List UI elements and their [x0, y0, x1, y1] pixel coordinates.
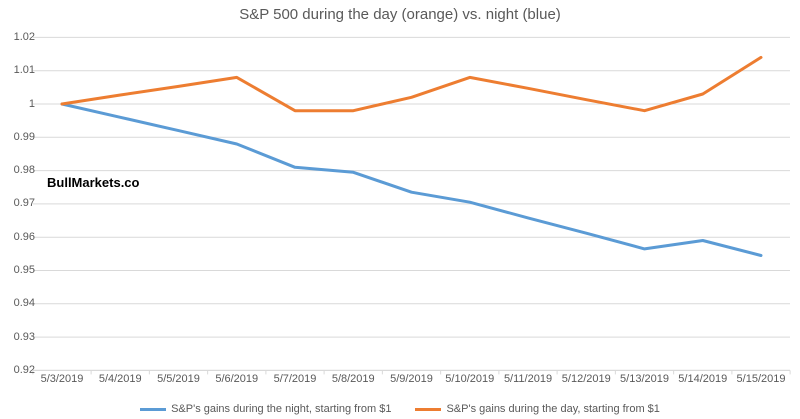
x-axis-tick-label: 5/12/2019: [561, 373, 611, 385]
x-axis-tick-label: 5/7/2019: [273, 373, 317, 385]
x-axis-tick-label: 5/4/2019: [98, 373, 142, 385]
watermark-text: BullMarkets.co: [47, 175, 140, 190]
y-axis-tick-label: 0.92: [13, 363, 35, 376]
chart-legend: S&P's gains during the night, starting f…: [0, 403, 800, 415]
y-axis-tick-label: 1.02: [13, 30, 35, 43]
legend-label-night: S&P's gains during the night, starting f…: [171, 403, 392, 415]
y-axis-tick-label: 1.01: [13, 64, 35, 77]
legend-item-day: S&P's gains during the day, starting fro…: [415, 403, 660, 415]
series-line-night: [60, 102, 763, 257]
y-axis-tick-label: 0.98: [13, 164, 35, 177]
x-axis-tick-label: 5/8/2019: [331, 373, 375, 385]
y-axis-tick-label: 0.94: [13, 297, 35, 310]
x-axis-tick-label: 5/5/2019: [157, 373, 200, 385]
x-axis-tick-label: 5/3/2019: [40, 373, 84, 385]
y-axis-tick-label: 0.96: [13, 230, 35, 243]
x-axis-tick-label: 5/6/2019: [215, 373, 259, 385]
legend-label-day: S&P's gains during the day, starting fro…: [446, 403, 660, 415]
x-axis-tick-label: 5/13/2019: [620, 373, 669, 385]
y-axis-tick-label: 0.95: [13, 264, 35, 276]
x-axis-tick-label: 5/9/2019: [390, 373, 433, 385]
night-line-swatch: [140, 407, 167, 411]
y-axis-tick-label: 0.93: [13, 330, 35, 343]
x-axis-tick-label: 5/11/2019: [503, 373, 553, 385]
x-axis-ticks: [32, 370, 791, 375]
chart-title: S&P 500 during the day (orange) vs. nigh…: [239, 6, 561, 23]
legend-item-night: S&P's gains during the night, starting f…: [140, 403, 391, 415]
x-axis-tick-label: 5/14/2019: [678, 373, 728, 385]
x-axis-tick-label: 5/10/2019: [445, 373, 495, 385]
series-line-day: [60, 55, 763, 113]
day-line-swatch: [415, 407, 442, 411]
x-axis-tick-label: 5/15/2019: [736, 373, 786, 385]
y-axis-tick-label: 0.97: [13, 197, 35, 210]
y-axis-tick-label: 0.99: [13, 130, 35, 143]
gridlines: [33, 36, 790, 371]
y-axis-tick-label: 1: [28, 97, 35, 110]
